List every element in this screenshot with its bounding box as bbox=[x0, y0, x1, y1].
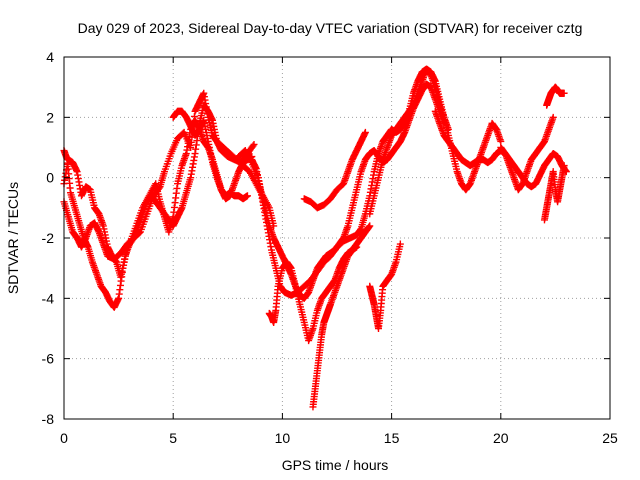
data-point bbox=[396, 240, 404, 248]
axis-ticks: 0 5 10 15 20 25 -8 -6 -4 -2 0 2 4 bbox=[42, 49, 618, 446]
data-points bbox=[60, 65, 570, 411]
series-track-k bbox=[366, 65, 505, 218]
series-track-o bbox=[543, 83, 568, 109]
x-axis-label: GPS time / hours bbox=[282, 457, 389, 473]
chart-title: Day 029 of 2023, Sidereal Day-to-day VTE… bbox=[78, 20, 583, 36]
y-tick-label: -4 bbox=[42, 290, 55, 306]
data-point bbox=[361, 128, 369, 136]
series-track-i bbox=[300, 128, 369, 212]
y-axis-label: SDTVAR / TECUs bbox=[5, 182, 21, 294]
x-tick-label: 25 bbox=[602, 430, 618, 446]
x-tick-label: 15 bbox=[384, 430, 400, 446]
data-point bbox=[560, 162, 568, 170]
series-track-m bbox=[497, 113, 557, 194]
data-point bbox=[560, 89, 568, 97]
x-tick-label: 10 bbox=[275, 430, 291, 446]
data-point bbox=[243, 192, 251, 200]
series-track-h bbox=[309, 222, 374, 411]
y-tick-label: -6 bbox=[42, 351, 55, 367]
data-point bbox=[250, 140, 258, 148]
y-tick-label: -8 bbox=[42, 411, 55, 427]
grid-lines bbox=[64, 57, 610, 419]
data-point bbox=[366, 222, 374, 230]
data-point bbox=[155, 184, 163, 192]
y-tick-label: 2 bbox=[46, 109, 54, 125]
data-point bbox=[549, 113, 557, 121]
series-track-j bbox=[366, 240, 404, 332]
x-tick-label: 5 bbox=[169, 430, 177, 446]
x-tick-label: 0 bbox=[60, 430, 68, 446]
y-tick-label: 4 bbox=[46, 49, 54, 65]
data-point bbox=[497, 137, 505, 145]
y-tick-label: -2 bbox=[42, 230, 55, 246]
series-track-n bbox=[540, 162, 568, 224]
y-tick-label: 0 bbox=[46, 170, 54, 186]
x-tick-label: 20 bbox=[493, 430, 509, 446]
data-point bbox=[249, 142, 257, 150]
series-track-d bbox=[169, 107, 251, 203]
series-track-c bbox=[60, 101, 258, 263]
